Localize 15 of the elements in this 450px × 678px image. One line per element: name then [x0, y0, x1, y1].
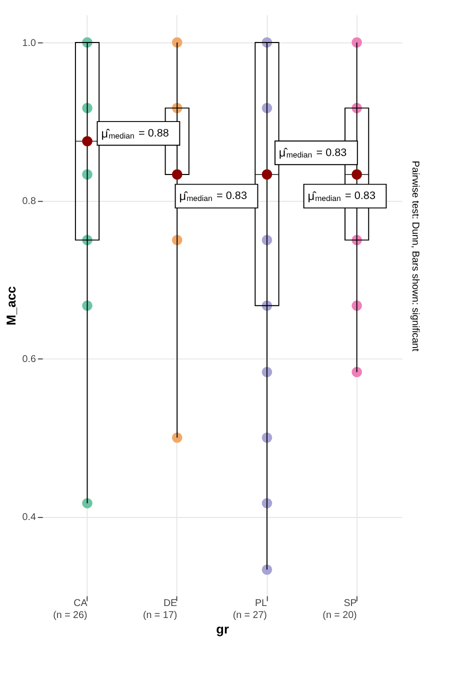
x-tick-label: SP (n = 20) [322, 598, 358, 621]
y-tick-label: 1.0 [22, 38, 36, 49]
text: Pairwise test: Dunn, Bars shown: significant [410, 160, 421, 352]
y-tick-label: 0.6 [22, 354, 36, 366]
y-tick-label: 0.4 [22, 512, 36, 524]
x-tick-label: CA (n = 26) [53, 598, 88, 621]
x-axis-title: gr [216, 622, 229, 637]
x-tick-label: DE (n = 17) [142, 598, 178, 621]
y-axis-title: M_acc [3, 286, 18, 326]
x-tick-label: PL (n = 27) [232, 598, 268, 621]
annotation: μ̂median = 0.88 [101, 126, 169, 140]
annotation: μ̂median = 0.83 [308, 189, 376, 204]
annotation: μ̂median = 0.83 [179, 189, 247, 204]
y-tick-label: 0.8 [22, 196, 36, 207]
annotation: μ̂median = 0.83 [278, 146, 347, 160]
